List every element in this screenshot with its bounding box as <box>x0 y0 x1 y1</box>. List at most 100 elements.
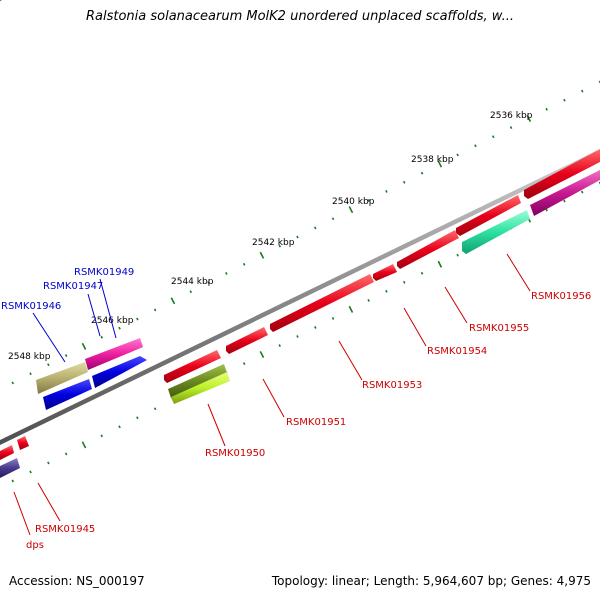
gene-label-rsmk01946[interactable]: RSMK01946 <box>1 301 61 312</box>
gene-arrow-rsmk01948[interactable] <box>43 379 92 410</box>
tick-mark <box>437 260 443 268</box>
gene-arrow-olive[interactable] <box>168 364 227 398</box>
tick-mark <box>100 434 104 438</box>
tick-mark <box>402 280 406 284</box>
tick-mark <box>348 305 354 313</box>
tick-mark <box>259 251 265 259</box>
tick-mark <box>136 416 139 420</box>
tick-mark <box>118 326 121 330</box>
gene-label-dps[interactable]: dps <box>26 540 44 551</box>
kbp-label-2538: 2538 kbp <box>411 155 454 165</box>
kbp-label-2536: 2536 kbp <box>490 111 533 121</box>
kbp-label-2542: 2542 kbp <box>252 238 295 248</box>
tick-mark <box>509 126 513 130</box>
tick-mark <box>437 160 443 168</box>
gene-label-rsmk01949[interactable]: RSMK01949 <box>74 267 134 278</box>
reverse-genes <box>0 170 600 478</box>
tick-mark <box>278 344 281 347</box>
tick-mark <box>242 362 246 366</box>
kbp-label-2546: 2546 kbp <box>91 316 134 326</box>
gene-label-rsmk01950[interactable]: RSMK01950 <box>205 448 265 459</box>
bottom-gene-labels: RSMK01956 RSMK01955 RSMK01954 RSMK01953 … <box>13 253 591 551</box>
tick-mark <box>64 354 68 357</box>
tick-mark <box>225 272 228 275</box>
tick-mark <box>29 372 32 376</box>
kbp-label-2548: 2548 kbp <box>8 352 51 362</box>
tick-mark <box>367 298 370 302</box>
tick-mark <box>11 381 15 385</box>
tick-mark <box>313 226 317 230</box>
upper-tick-track <box>11 80 600 385</box>
gene-arrow-rsmk01957[interactable] <box>524 149 600 199</box>
tick-mark <box>491 135 495 139</box>
tick-mark <box>348 206 354 214</box>
tick-mark <box>170 297 176 305</box>
tick-mark <box>189 290 193 294</box>
tick-mark <box>545 208 548 212</box>
gene-label-rsmk01954[interactable]: RSMK01954 <box>427 346 487 357</box>
gene-arrow-teal[interactable] <box>462 210 530 254</box>
tick-mark <box>367 199 370 202</box>
gene-arrow-rsmk01949[interactable] <box>85 338 143 370</box>
forward-genes <box>0 149 600 460</box>
tick-mark <box>526 115 532 122</box>
gene-arrow-rsmk01954[interactable] <box>373 264 397 281</box>
lower-tick-track <box>11 181 600 483</box>
tick-mark <box>331 217 335 221</box>
gene-label-rsmk01955[interactable]: RSMK01955 <box>469 323 529 334</box>
tick-mark <box>136 317 139 321</box>
tick-mark <box>11 479 15 483</box>
gene-arrow-lime[interactable] <box>171 372 230 404</box>
kbp-scale-labels: 2536 kbp 2538 kbp 2540 kbp 2542 kbp 2544… <box>8 111 533 362</box>
tick-mark <box>456 253 459 257</box>
gene-label-rsmk01951[interactable]: RSMK01951 <box>286 417 346 428</box>
tick-mark <box>563 199 566 203</box>
tick-mark <box>580 89 584 93</box>
tick-mark <box>47 363 50 367</box>
tick-mark <box>385 289 388 293</box>
tick-mark <box>29 470 32 474</box>
gene-arrow-small-red-1[interactable] <box>0 445 14 460</box>
tick-mark <box>47 461 50 465</box>
gene-arrow-rsmk01953[interactable] <box>270 274 374 332</box>
genome-backbone <box>0 0 600 103</box>
tick-mark <box>153 407 157 411</box>
tick-mark <box>296 235 299 239</box>
tick-mark <box>278 244 282 248</box>
gene-arrow-rsmk01947[interactable] <box>92 356 147 388</box>
tick-mark <box>81 342 87 350</box>
tick-mark <box>331 317 335 320</box>
tick-mark <box>402 180 406 184</box>
gene-label-rsmk01947[interactable]: RSMK01947 <box>43 281 103 292</box>
backbone-axis <box>0 149 600 445</box>
tick-mark <box>242 262 246 266</box>
gene-arrow-rsmk01950-red[interactable] <box>164 350 221 383</box>
gene-arrow-magenta[interactable] <box>530 170 600 216</box>
gene-arrow-purple[interactable] <box>0 458 20 478</box>
topology-stats-text: Topology: linear; Length: 5,964,607 bp; … <box>271 574 591 588</box>
gene-arrow-rsmk01956[interactable] <box>456 195 521 236</box>
gene-arrow-rsmk01946[interactable] <box>36 362 88 394</box>
tick-mark <box>118 425 121 429</box>
tick-mark <box>385 189 388 193</box>
tick-mark <box>314 326 317 329</box>
tick-mark <box>296 335 299 338</box>
top-gene-labels: RSMK01949 RSMK01947 RSMK01946 <box>1 267 134 363</box>
tick-mark <box>64 452 68 456</box>
tick-mark <box>474 144 477 148</box>
tick-mark <box>259 351 265 359</box>
tick-mark <box>100 335 104 339</box>
gene-arrow-rsmk01951[interactable] <box>226 327 268 354</box>
gene-arrow-small-red-2[interactable] <box>17 436 29 450</box>
gene-arrow-rsmk01955[interactable] <box>397 230 459 269</box>
tick-mark <box>420 171 424 175</box>
tick-mark <box>456 153 459 157</box>
kbp-label-2540: 2540 kbp <box>332 197 375 207</box>
gene-label-rsmk01945[interactable]: RSMK01945 <box>35 524 95 535</box>
tick-mark <box>81 441 87 449</box>
kbp-label-2544: 2544 kbp <box>171 277 214 287</box>
tick-mark <box>545 107 548 111</box>
gene-label-rsmk01953[interactable]: RSMK01953 <box>362 380 422 391</box>
gene-label-rsmk01956[interactable]: RSMK01956 <box>531 291 591 302</box>
